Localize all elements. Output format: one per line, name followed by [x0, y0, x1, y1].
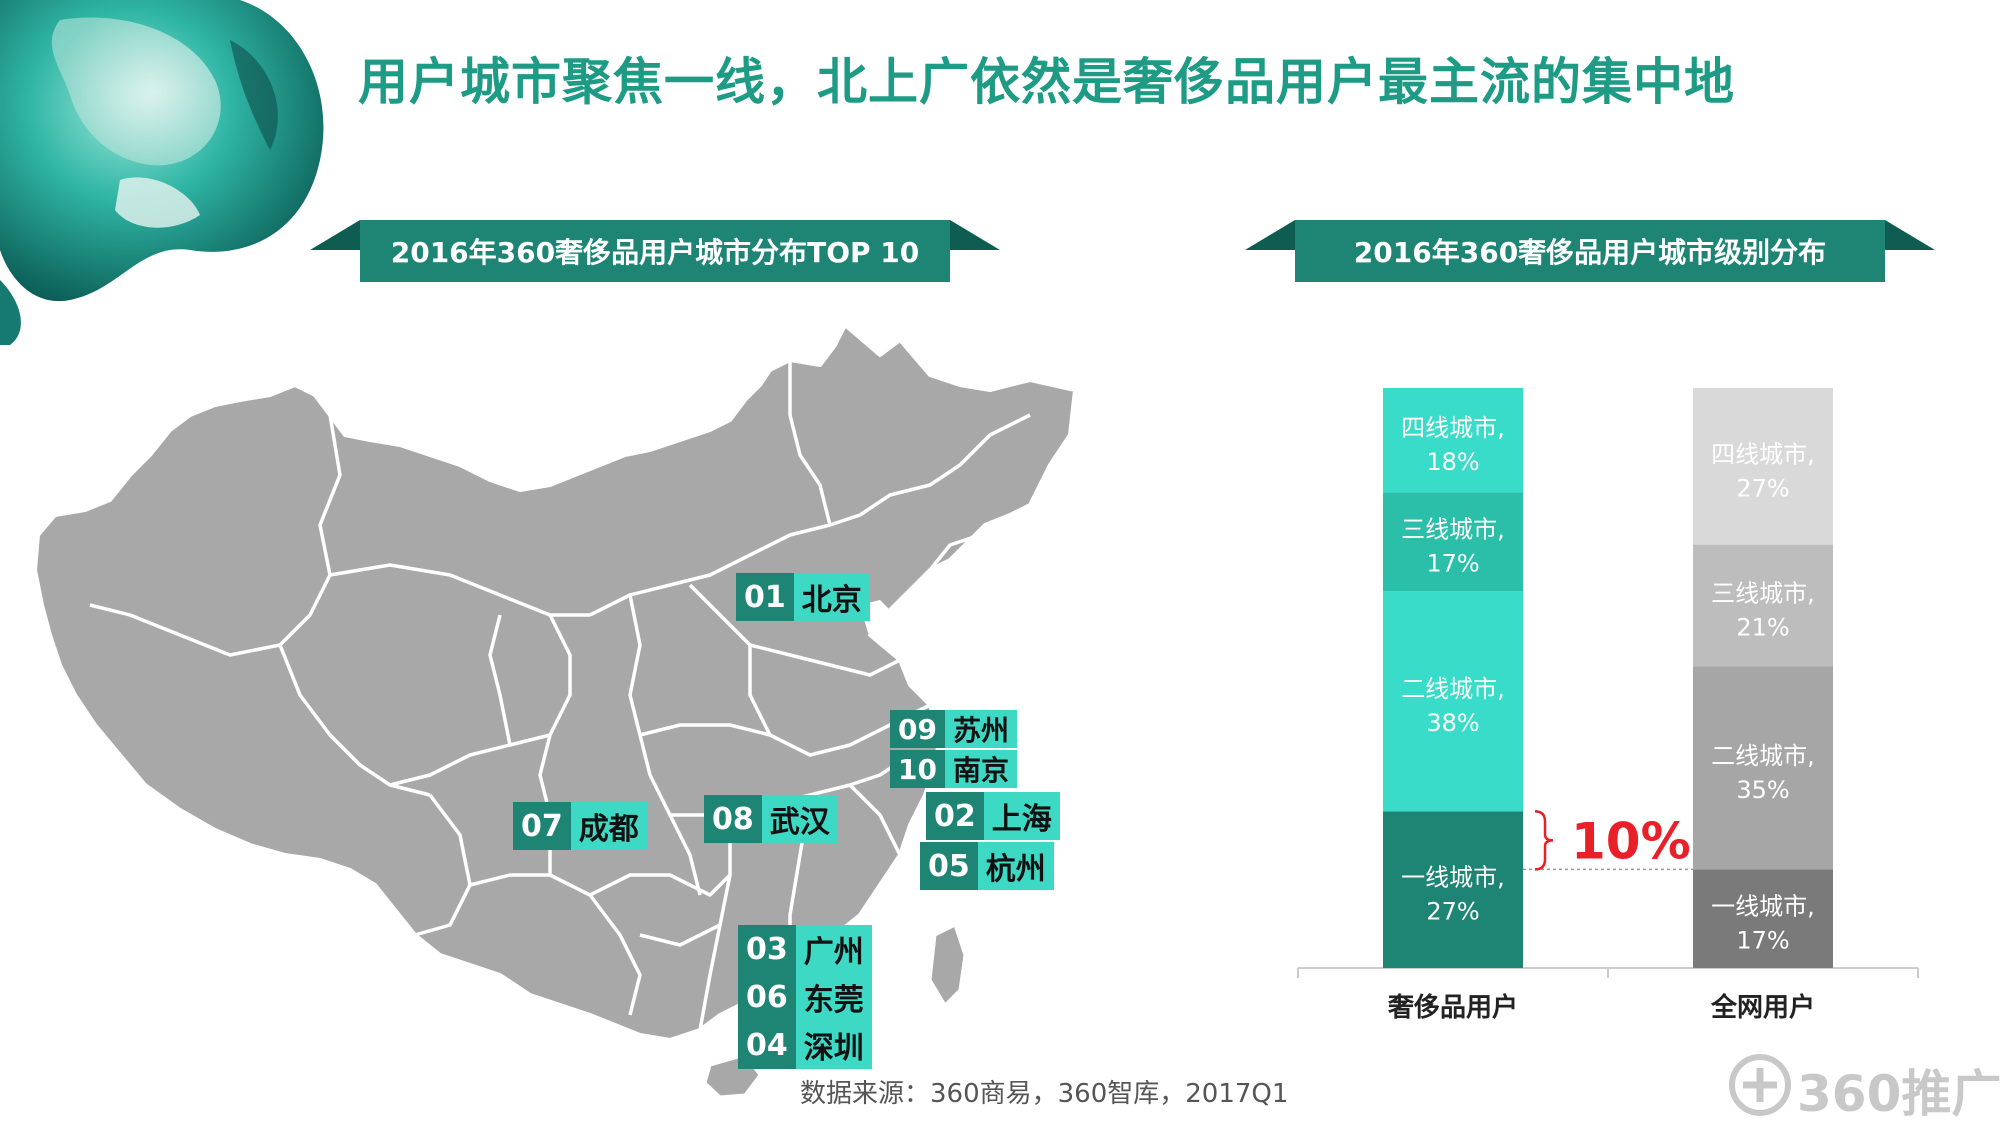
city-name: 上海 [983, 792, 1060, 840]
segment-label: 四线城市, [1401, 414, 1505, 442]
city-rank: 06 [738, 973, 796, 1021]
city-name: 武汉 [761, 795, 838, 843]
city-label-chengdu: 07 成都 [513, 802, 647, 850]
category-label: 全网用户 [1710, 992, 1815, 1023]
segment-label: 三线城市, [1401, 516, 1505, 544]
city-name: 深圳 [795, 1021, 872, 1069]
page-title: 用户城市聚焦一线，北上广依然是奢侈品用户最主流的集中地 [358, 53, 1735, 111]
map-section-heading: 2016年360奢侈品用户城市分布TOP 10 [310, 220, 1000, 282]
difference-brace [1534, 810, 1554, 871]
china-map [33, 323, 1077, 1099]
segment-label: 三线城市, [1711, 580, 1815, 608]
segment-label: 一线城市, [1711, 893, 1815, 921]
brand-logo: 360推广 [1725, 1050, 2000, 1123]
city-label-guangzhou: 03 广州 [738, 925, 872, 973]
city-name: 杭州 [977, 842, 1054, 890]
city-rank: 02 [926, 792, 984, 840]
city-rank: 03 [738, 925, 796, 973]
city-label-suzhou: 09 苏州 [890, 710, 1017, 748]
city-rank: 10 [890, 750, 945, 788]
data-label: 27% [1426, 898, 1479, 926]
segment-label: 二线城市, [1711, 742, 1815, 770]
map-section-heading-text: 2016年360奢侈品用户城市分布TOP 10 [390, 236, 920, 269]
city-label-beijing: 01 北京 [736, 573, 870, 621]
city-name: 南京 [944, 750, 1017, 788]
city-rank: 05 [920, 842, 978, 890]
city-name: 东莞 [795, 973, 872, 1021]
bar-segment [1693, 388, 1833, 545]
city-rank: 09 [890, 710, 945, 748]
city-label-wuhan: 08 武汉 [704, 795, 838, 843]
data-label: 17% [1426, 550, 1479, 578]
category-label: 奢侈品用户 [1387, 992, 1518, 1023]
source-note: 数据来源：360商易，360智库，2017Q1 [800, 1079, 1289, 1109]
city-label-shenzhen: 04 深圳 [738, 1021, 872, 1069]
brand-logo-text: 360推广 [1797, 1065, 2000, 1123]
map-taiwan [928, 922, 967, 1008]
city-label-dongguan: 06 东莞 [738, 973, 872, 1021]
segment-label: 二线城市, [1401, 675, 1505, 703]
segment-label: 四线城市, [1711, 440, 1815, 468]
city-label-nanjing: 10 南京 [890, 750, 1017, 788]
decorative-ink-image [0, 0, 324, 345]
city-rank: 04 [738, 1021, 796, 1069]
segment-label: 一线城市, [1401, 864, 1505, 892]
data-label: 17% [1736, 927, 1789, 955]
data-label: 27% [1736, 474, 1789, 502]
city-rank: 01 [736, 573, 794, 621]
bar-segment [1693, 666, 1833, 870]
city-name: 广州 [795, 925, 872, 973]
bar-segment [1383, 811, 1523, 968]
difference-label: 10% [1571, 812, 1691, 870]
city-rank: 08 [704, 795, 762, 843]
chart-section-heading: 2016年360奢侈品用户城市级别分布 [1245, 220, 1935, 282]
bar-segment [1383, 591, 1523, 812]
bar-segment [1383, 492, 1523, 591]
bar-segment [1383, 388, 1523, 493]
data-label: 35% [1736, 776, 1789, 804]
data-label: 21% [1736, 614, 1789, 642]
city-name: 北京 [793, 573, 870, 621]
city-name: 苏州 [944, 710, 1017, 748]
bar-segment [1693, 869, 1833, 968]
bar-segment [1693, 544, 1833, 667]
map-mainland [33, 323, 1077, 1042]
ribbon-shape [310, 220, 1000, 282]
ribbon-shape [1245, 220, 1935, 282]
data-label: 18% [1426, 448, 1479, 476]
data-label: 38% [1426, 709, 1479, 737]
chart-section-heading-text: 2016年360奢侈品用户城市级别分布 [1353, 236, 1827, 269]
city-label-hangzhou: 05 杭州 [920, 842, 1054, 890]
city-rank: 07 [513, 802, 571, 850]
city-label-shanghai: 02 上海 [926, 792, 1060, 840]
brand-logo-mark [1729, 1054, 1791, 1116]
city-name: 成都 [570, 802, 647, 850]
city-tier-chart: 一线城市, 27% 二线城市, 38% 三线城市, 17% 四线城市, 18% 奢侈品用户 一线城… [1297, 388, 1919, 1023]
